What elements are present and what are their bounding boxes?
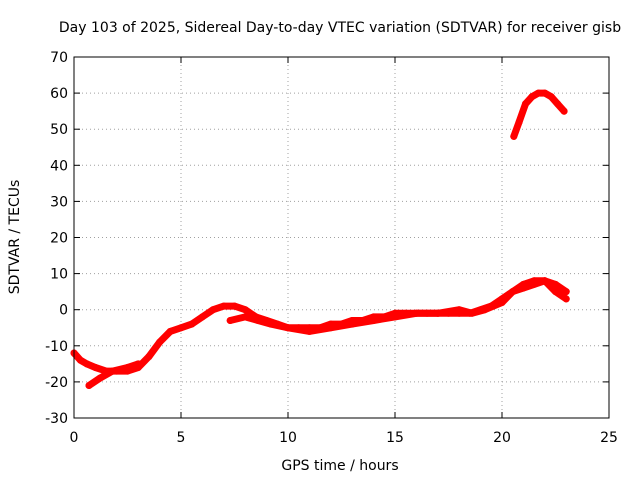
data-point-second-branch bbox=[370, 317, 377, 324]
data-point-second-branch bbox=[285, 324, 292, 331]
data-point-second-branch bbox=[227, 317, 234, 324]
data-point-main-track bbox=[77, 357, 84, 364]
y-tick-label: 50 bbox=[50, 122, 68, 138]
y-tick-label: 70 bbox=[50, 50, 68, 66]
data-point-main-track bbox=[145, 353, 152, 360]
data-point-main-track bbox=[92, 364, 99, 371]
data-point-second-branch bbox=[509, 288, 516, 295]
data-point-main-track bbox=[167, 328, 174, 335]
data-point-main-track bbox=[156, 339, 163, 346]
x-tick-label: 25 bbox=[600, 430, 618, 446]
y-tick-label: 10 bbox=[50, 267, 68, 283]
data-point-second-branch bbox=[531, 281, 538, 288]
y-axis-label: SDTVAR / TECUs bbox=[7, 180, 23, 295]
y-tick-label: 30 bbox=[50, 194, 68, 210]
chart-background bbox=[0, 0, 640, 480]
sdtvar-chart: 0 5 10 15 20 25 -30 -20 -10 0 10 20 30 40 50 60 70 Day 1… bbox=[0, 0, 640, 480]
y-tick-label: -30 bbox=[45, 411, 68, 427]
data-point-second-branch bbox=[499, 299, 506, 306]
data-point-high-arc bbox=[535, 90, 542, 97]
x-tick-label: 15 bbox=[386, 430, 404, 446]
data-point-high-arc bbox=[561, 108, 568, 115]
data-point-main-track bbox=[210, 306, 217, 313]
x-tick-label: 5 bbox=[177, 430, 186, 446]
data-point-lower-branch bbox=[86, 382, 93, 389]
x-tick-label: 10 bbox=[279, 430, 297, 446]
data-point-second-branch bbox=[434, 310, 441, 317]
data-point-second-branch bbox=[469, 310, 476, 317]
y-tick-label: -20 bbox=[45, 375, 68, 391]
data-point-main-track bbox=[178, 324, 185, 331]
y-tick-label: 20 bbox=[50, 231, 68, 247]
data-point-main-track bbox=[199, 313, 206, 320]
data-point-high-arc bbox=[541, 90, 548, 97]
data-point-second-branch bbox=[520, 285, 527, 292]
x-axis-label: GPS time / hours bbox=[281, 458, 398, 474]
data-point-second-branch bbox=[327, 324, 334, 331]
data-point-main-track bbox=[220, 303, 227, 310]
data-point-high-arc bbox=[522, 100, 529, 107]
data-point-lower-branch bbox=[96, 375, 103, 382]
data-point-second-branch bbox=[563, 295, 570, 302]
y-tick-label: -10 bbox=[45, 339, 68, 355]
y-tick-label: 0 bbox=[59, 303, 68, 319]
data-point-second-branch bbox=[267, 321, 274, 328]
data-point-main-track bbox=[188, 321, 195, 328]
data-point-second-branch bbox=[456, 306, 463, 313]
data-point-main-track bbox=[231, 303, 238, 310]
data-point-second-branch bbox=[413, 310, 420, 317]
data-point-high-arc bbox=[554, 100, 561, 107]
data-point-second-branch bbox=[392, 313, 399, 320]
y-tick-label: 60 bbox=[50, 86, 68, 102]
data-point-second-branch bbox=[481, 306, 488, 313]
data-point-second-branch bbox=[541, 277, 548, 284]
data-point-main-track bbox=[242, 306, 249, 313]
data-point-high-arc bbox=[548, 93, 555, 100]
data-point-second-branch bbox=[349, 321, 356, 328]
data-point-lower-branch bbox=[124, 364, 131, 371]
data-point-second-branch bbox=[242, 313, 249, 320]
x-tick-label: 0 bbox=[70, 430, 79, 446]
data-point-main-track bbox=[83, 360, 90, 367]
x-tick-label: 20 bbox=[493, 430, 511, 446]
data-point-high-arc bbox=[510, 133, 517, 140]
data-point-lower-branch bbox=[109, 368, 116, 375]
chart-title: Day 103 of 2025, Sidereal Day-to-day VTE… bbox=[59, 20, 621, 36]
y-tick-label: 40 bbox=[50, 158, 68, 174]
data-point-second-branch bbox=[306, 328, 313, 335]
data-point-lower-branch bbox=[135, 360, 142, 367]
data-point-high-arc bbox=[529, 93, 536, 100]
data-point-second-branch bbox=[552, 288, 559, 295]
data-point-second-branch bbox=[255, 317, 262, 324]
data-point-high-arc bbox=[516, 119, 523, 126]
